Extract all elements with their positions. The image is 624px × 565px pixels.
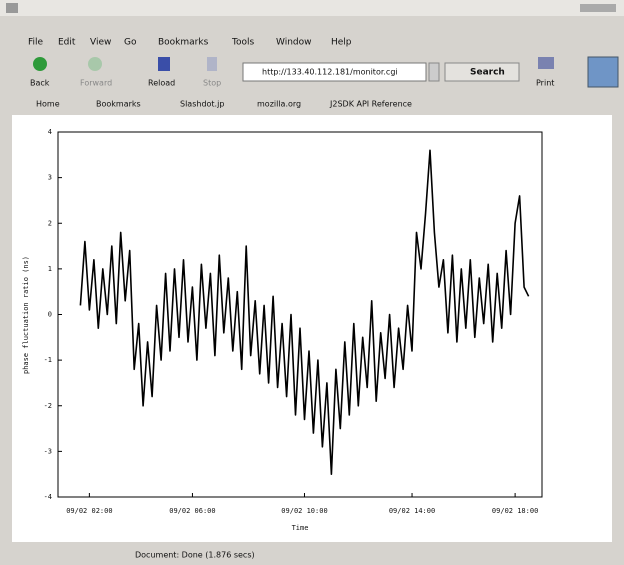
stop-button[interactable]: Stop: [203, 79, 221, 88]
y-tick-label: 1: [48, 265, 52, 273]
y-tick-label: -3: [44, 447, 52, 455]
menu-item[interactable]: Window: [276, 38, 312, 48]
bookmark[interactable]: Slashdot.jp: [180, 100, 224, 109]
throbber: [588, 57, 618, 87]
x-tick-label: 09/02 14:00: [389, 507, 435, 515]
print-button[interactable]: Print: [536, 79, 554, 88]
browser-window: File Edit View Go Bookmarks Tools Window…: [0, 0, 624, 565]
back-button[interactable]: Back: [30, 79, 50, 88]
x-tick-label: 09/02 10:00: [281, 507, 327, 515]
menu-item[interactable]: Tools: [231, 38, 254, 48]
menu-item[interactable]: Bookmarks: [158, 38, 209, 48]
bookmark[interactable]: J2SDK API Reference: [329, 100, 412, 109]
content-area: [12, 115, 612, 542]
x-axis-label: Time: [292, 524, 309, 532]
y-tick-label: 3: [48, 174, 52, 182]
stop-icon[interactable]: [207, 57, 217, 71]
x-tick-label: 09/02 18:00: [492, 507, 538, 515]
search-button[interactable]: Search: [470, 68, 505, 78]
y-tick-label: -2: [44, 402, 52, 410]
window-icon: [6, 3, 18, 13]
forward-icon[interactable]: [88, 57, 102, 71]
back-icon[interactable]: [33, 57, 47, 71]
bookmark[interactable]: mozilla.org: [257, 100, 301, 109]
x-tick-label: 09/02 02:00: [66, 507, 112, 515]
reload-button[interactable]: Reload: [148, 79, 175, 88]
print-icon[interactable]: [538, 57, 554, 69]
menu-item[interactable]: Go: [124, 38, 137, 48]
reload-icon[interactable]: [158, 57, 170, 71]
menu-item[interactable]: Edit: [58, 38, 76, 48]
forward-button[interactable]: Forward: [80, 79, 112, 88]
y-tick-label: 0: [48, 311, 52, 319]
url-text[interactable]: http://133.40.112.181/monitor.cgi: [262, 68, 398, 77]
page: File Edit View Go Bookmarks Tools Window…: [0, 0, 624, 565]
y-tick-label: 2: [48, 219, 52, 227]
url-dropdown[interactable]: [429, 63, 439, 81]
status-bar: Document: Done (1.876 secs): [0, 544, 624, 565]
status-text: Document: Done (1.876 secs): [135, 551, 255, 560]
y-tick-label: 4: [48, 128, 52, 136]
menu-item[interactable]: File: [28, 38, 44, 48]
menu-item[interactable]: Help: [331, 38, 352, 48]
y-axis-label: phase fluctuation ratio (ns): [22, 256, 30, 374]
bookmark[interactable]: Bookmarks: [96, 100, 141, 109]
window-buttons[interactable]: [580, 4, 616, 12]
bookmark[interactable]: Home: [36, 100, 60, 109]
y-tick-label: -4: [44, 493, 52, 501]
status-bg: [0, 544, 624, 565]
y-tick-label: -1: [44, 356, 52, 364]
title-bar: [0, 0, 624, 16]
menu-item[interactable]: View: [90, 38, 111, 48]
x-tick-label: 09/02 06:00: [169, 507, 215, 515]
